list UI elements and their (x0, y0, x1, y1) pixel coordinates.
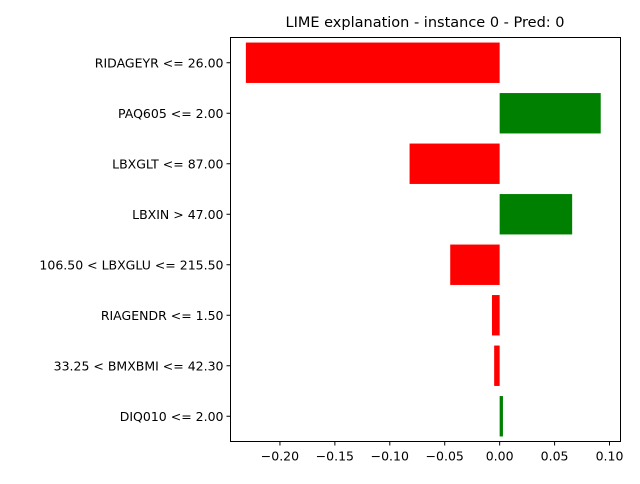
bar-5 (491, 295, 500, 336)
y-tick-label-6: 33.25 < BMXBMI <= 42.30 (54, 358, 224, 373)
x-tick-label-4: 0.00 (486, 449, 514, 464)
x-ticks-group: −0.20 −0.15 −0.10 −0.05 0.00 0.05 0.10 (261, 441, 624, 464)
y-tick-label-0: RIDAGEYR <= 26.00 (95, 55, 224, 70)
bar-0 (245, 42, 500, 83)
x-tick-label-1: −0.15 (316, 449, 354, 464)
y-tick-label-2: LBXGLT <= 87.00 (112, 156, 223, 171)
bar-1 (499, 93, 601, 134)
bar-4 (450, 244, 500, 285)
bar-6 (494, 345, 500, 386)
plot-frame (230, 37, 621, 442)
y-tick-label-5: RIAGENDR <= 1.50 (101, 308, 224, 323)
x-tick-label-2: −0.10 (371, 449, 409, 464)
y-tick-label-7: DIQ010 <= 2.00 (120, 409, 224, 424)
x-tick-label-6: 0.10 (596, 449, 624, 464)
chart-title: LIME explanation - instance 0 - Pred: 0 (286, 15, 565, 31)
y-tick-label-1: PAQ605 <= 2.00 (118, 106, 224, 121)
y-tick-label-3: LBXIN > 47.00 (132, 207, 223, 222)
bar-3 (499, 194, 573, 235)
bars-group (245, 42, 601, 437)
y-tick-label-4: 106.50 < LBXGLU <= 215.50 (39, 257, 223, 272)
x-tick-label-3: −0.05 (426, 449, 464, 464)
y-ticks-group: RIDAGEYR <= 26.00 PAQ605 <= 2.00 LBXGLT <=… (39, 55, 231, 424)
bar-2 (409, 143, 500, 184)
bar-7 (499, 396, 503, 437)
x-tick-label-5: 0.05 (541, 449, 569, 464)
x-tick-label-0: −0.20 (261, 449, 299, 464)
